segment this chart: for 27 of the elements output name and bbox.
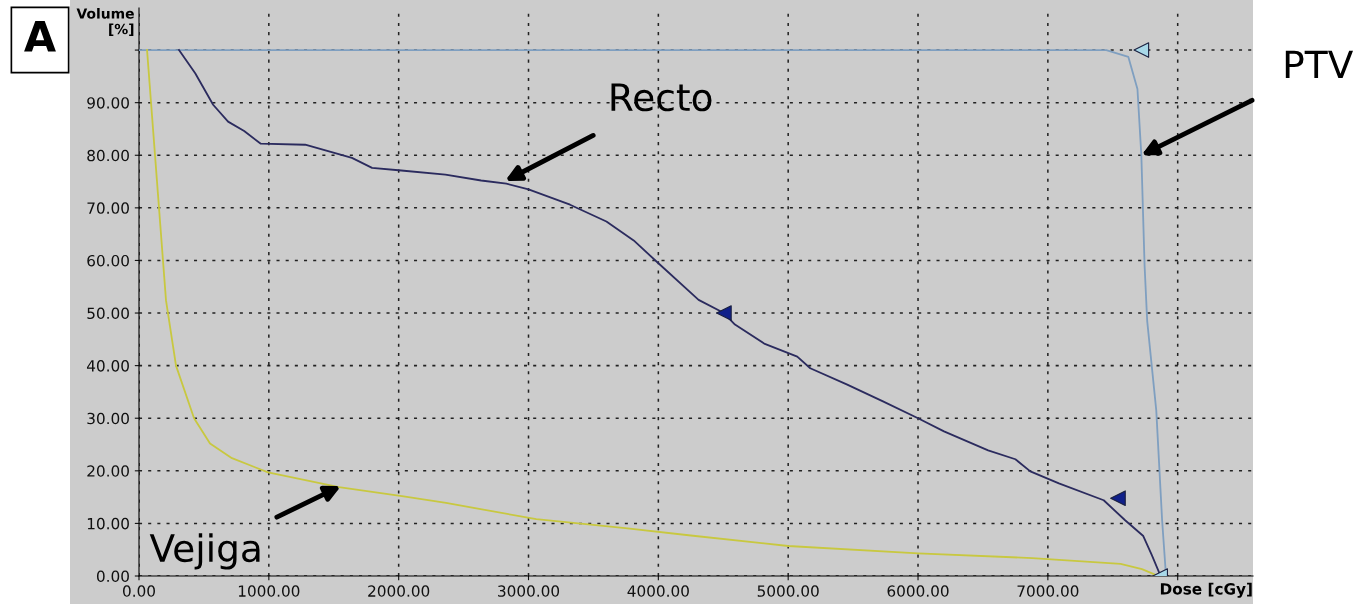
- annotation: PTV: [1285, 50, 1354, 79]
- y-tick-label: 40.00: [86, 360, 129, 372]
- y-tick-label: 20.00: [87, 465, 129, 477]
- x-tick-label: 1000.00: [238, 585, 300, 597]
- x-tick-label: 2000.00: [368, 585, 430, 597]
- point: [1133, 42, 1150, 58]
- x-tick-label: 3000.00: [498, 585, 560, 597]
- x-tick-label: 5000.00: [757, 585, 819, 597]
- y-axis-title: Volume [%]: [76, 8, 134, 36]
- point: [1110, 490, 1126, 507]
- y-tick-label: 10.00: [87, 517, 129, 530]
- x-tick-label: 7000.00: [1017, 585, 1079, 597]
- x-tick-label: 4000.00: [627, 585, 689, 597]
- x-tick-label: 0.00: [123, 585, 155, 597]
- y-tick-label: 90.00: [87, 97, 129, 109]
- x-tick-label: 6000.00: [887, 585, 949, 597]
- x-axis-title: Dose [cGy]: [1160, 582, 1252, 598]
- y-tick-label: 80.00: [87, 149, 129, 162]
- y-tick-label: 30.00: [87, 412, 129, 425]
- y-tick-label: 70.00: [87, 202, 129, 214]
- annotation: Recto: [611, 83, 712, 112]
- y-tick-label: 60.00: [87, 254, 129, 267]
- y-tick-label: 50.00: [87, 307, 129, 320]
- point: [716, 305, 732, 321]
- y-tick-label: 0.00: [96, 570, 129, 583]
- annotation: Vejiga: [149, 533, 260, 570]
- text: A: [24, 21, 56, 52]
